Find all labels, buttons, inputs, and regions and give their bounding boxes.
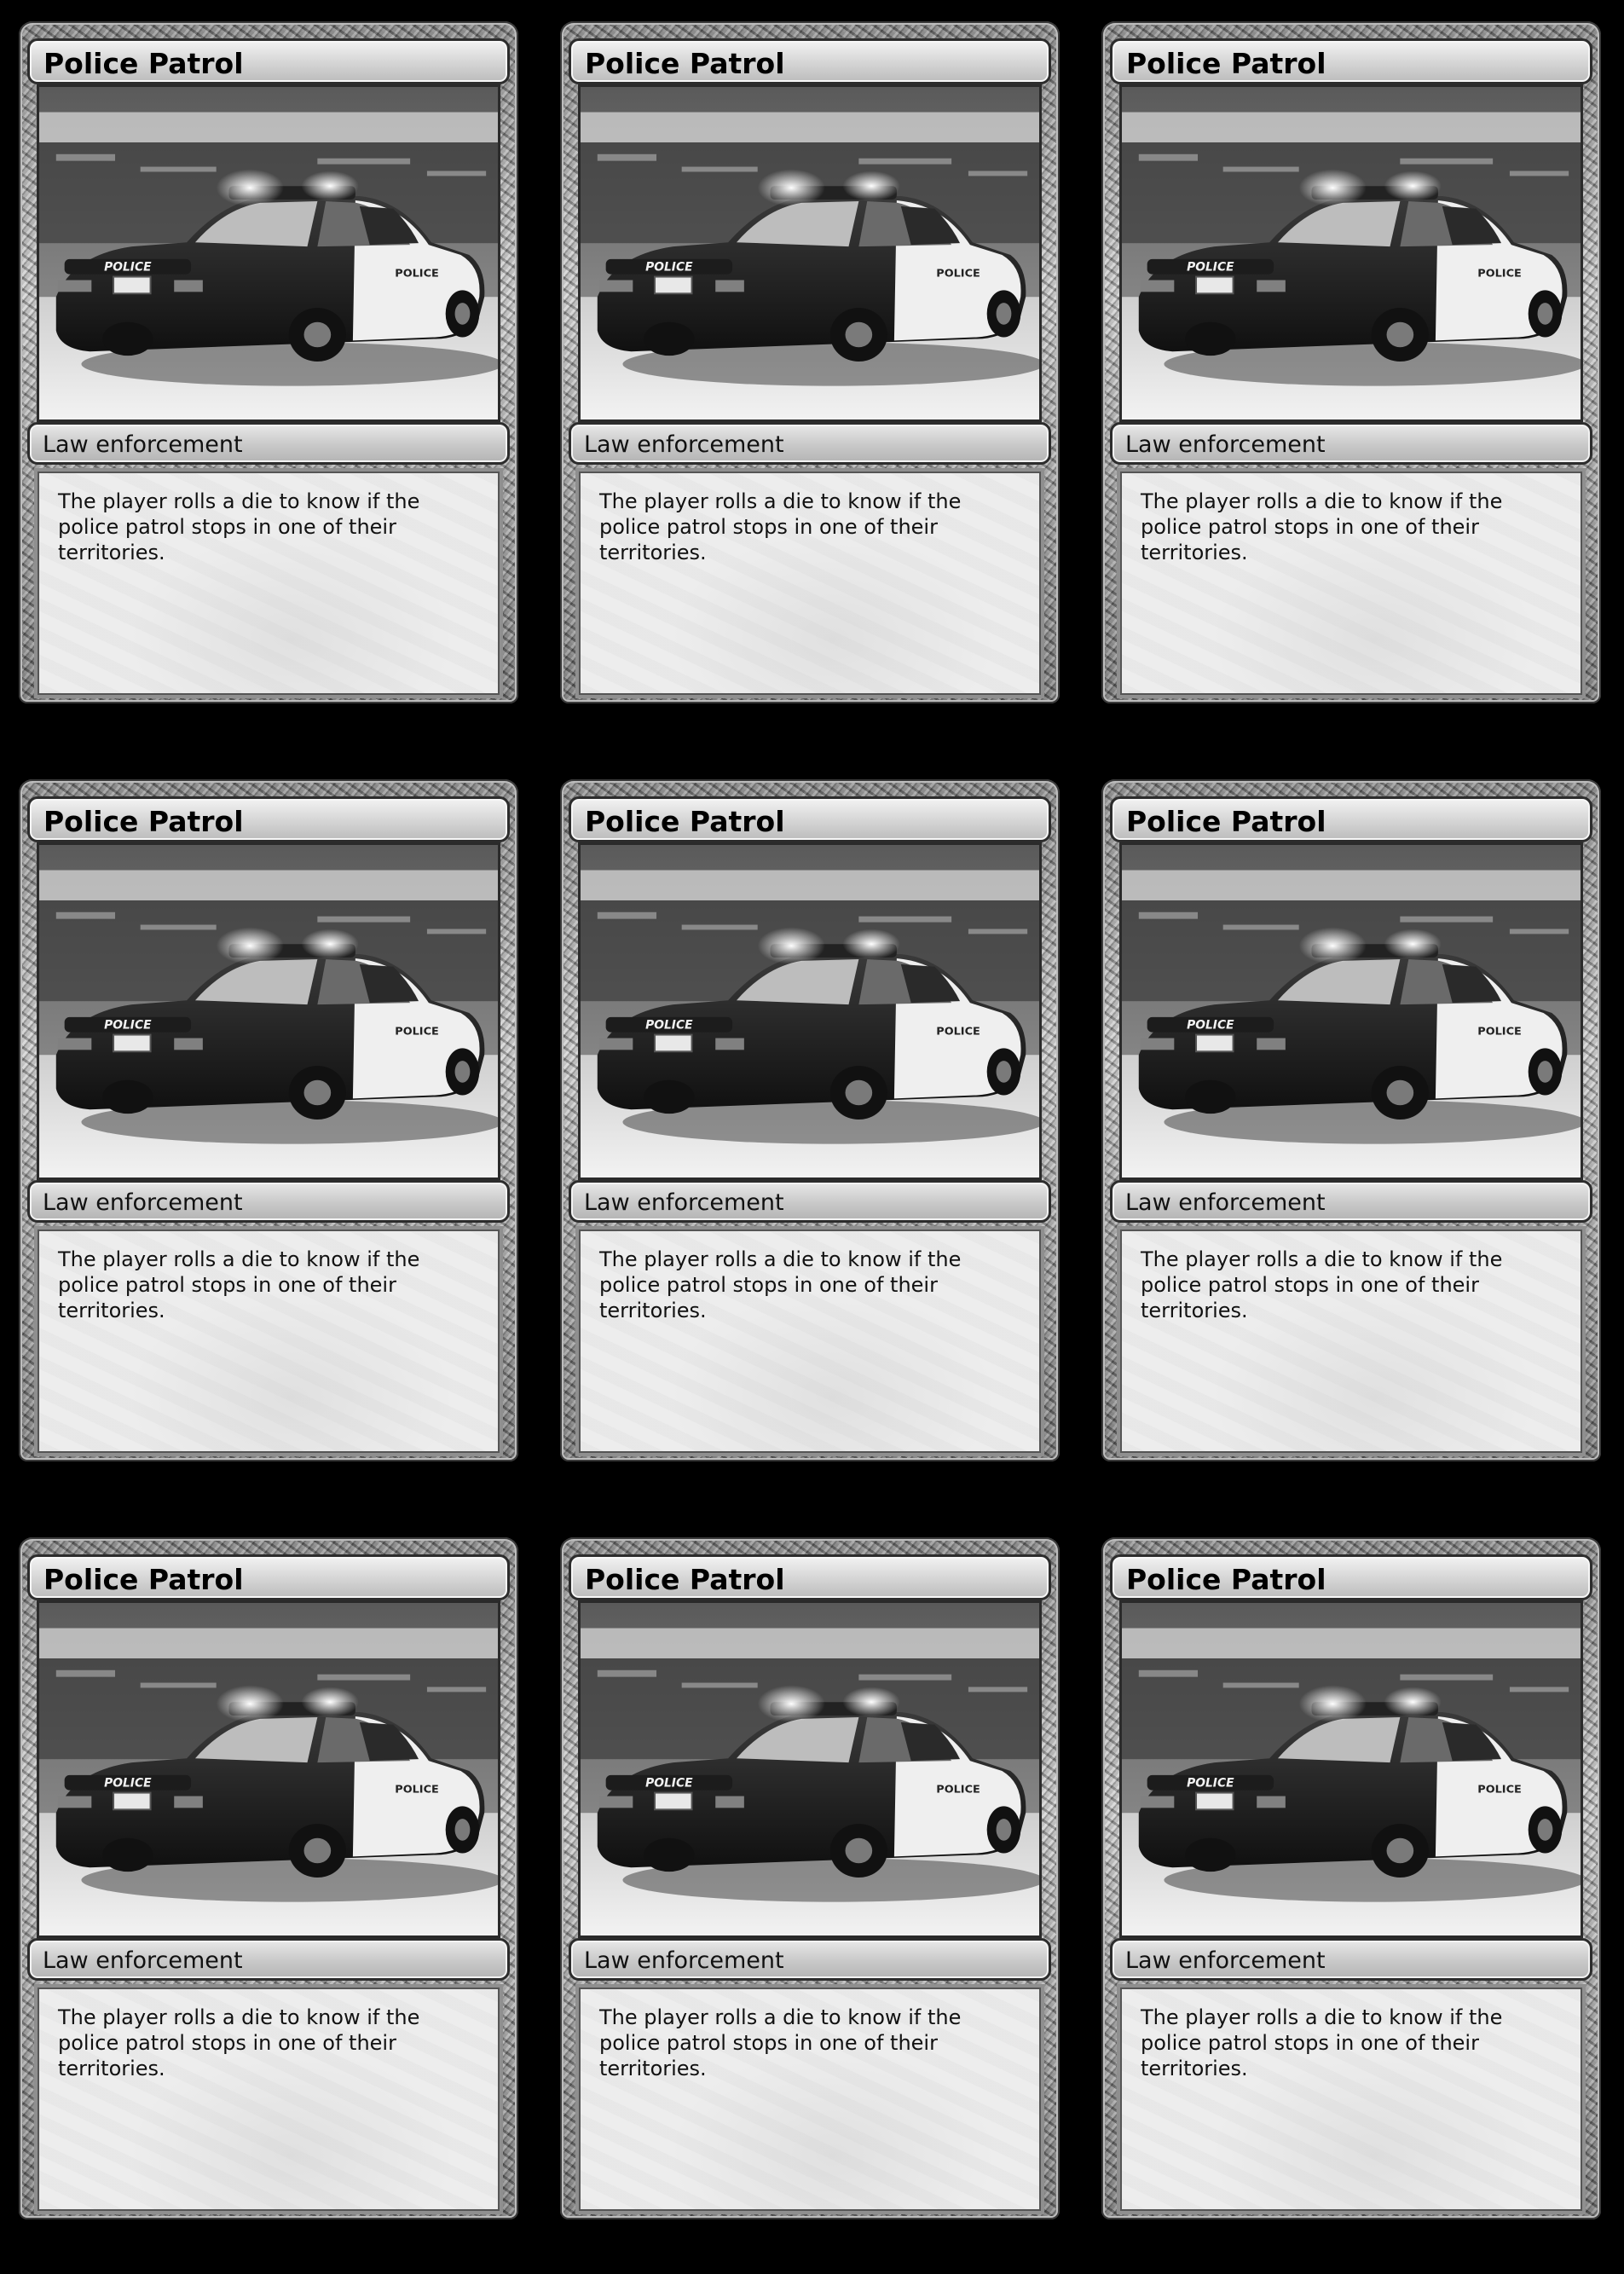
card-rules-text: The player rolls a die to know if the po… (58, 2005, 420, 2080)
card-title-bar: Police Patrol (569, 796, 1051, 842)
police-car-illustration: POLICE POLICE (37, 842, 500, 1180)
svg-text:POLICE: POLICE (1187, 261, 1234, 275)
card-rules-text: The player rolls a die to know if the po… (58, 1247, 420, 1322)
card-rules-text: The player rolls a die to know if the po… (1141, 1247, 1503, 1322)
svg-text:POLICE: POLICE (1187, 1777, 1234, 1791)
card-title: Police Patrol (1126, 805, 1326, 838)
card-type-line: Law enforcement (43, 1189, 243, 1216)
card-rules-text: The player rolls a die to know if the po… (599, 1247, 962, 1322)
card-type-line: Law enforcement (43, 431, 243, 458)
svg-text:POLICE: POLICE (1477, 1784, 1521, 1797)
card-title-bar: Police Patrol (27, 38, 510, 84)
police-car-illustration: POLICE POLICE (578, 84, 1042, 422)
svg-text:POLICE: POLICE (395, 1026, 438, 1039)
card-title: Police Patrol (43, 1563, 244, 1596)
card-text-box: The player rolls a die to know if the po… (34, 468, 503, 698)
card-rules-text: The player rolls a die to know if the po… (1141, 489, 1503, 564)
police-car-illustration: POLICE POLICE (1119, 1600, 1583, 1938)
card-type-bar: Law enforcement (27, 1180, 510, 1223)
police-car-illustration: POLICE POLICE (1119, 842, 1583, 1180)
card-type-bar: Law enforcement (569, 422, 1051, 465)
card-title-bar: Police Patrol (27, 796, 510, 842)
card-text-box: The player rolls a die to know if the po… (575, 1226, 1044, 1456)
card-type-bar: Law enforcement (1110, 422, 1592, 465)
card-title-bar: Police Patrol (1110, 796, 1592, 842)
svg-text:POLICE: POLICE (936, 1784, 980, 1797)
svg-text:POLICE: POLICE (104, 261, 152, 275)
card-type-bar: Law enforcement (1110, 1180, 1592, 1223)
svg-text:POLICE: POLICE (1477, 1026, 1521, 1039)
card-title: Police Patrol (585, 1563, 785, 1596)
police-car-illustration: POLICE POLICE (578, 1600, 1042, 1938)
card[interactable]: Police Patrol POLICE POLICE Law enforceme… (1101, 1537, 1601, 2219)
card-type-line: Law enforcement (584, 1947, 784, 1974)
svg-text:POLICE: POLICE (395, 268, 438, 281)
card[interactable]: Police Patrol POLICE POLICE Law enforceme… (560, 21, 1060, 703)
card-text-box: The player rolls a die to know if the po… (1117, 468, 1586, 698)
svg-text:POLICE: POLICE (104, 1019, 152, 1033)
card[interactable]: Police Patrol POLICE POLICE Law enforceme… (560, 1537, 1060, 2219)
police-car-illustration: POLICE POLICE (578, 842, 1042, 1180)
card-title-bar: Police Patrol (1110, 38, 1592, 84)
card-text-box: The player rolls a die to know if the po… (34, 1984, 503, 2214)
card-title: Police Patrol (1126, 47, 1326, 80)
police-car-illustration: POLICE POLICE (37, 84, 500, 422)
card-type-line: Law enforcement (43, 1947, 243, 1974)
card-rules-text: The player rolls a die to know if the po… (599, 489, 962, 564)
card-text-box: The player rolls a die to know if the po… (1117, 1226, 1586, 1456)
card-text-box: The player rolls a die to know if the po… (575, 468, 1044, 698)
svg-text:POLICE: POLICE (1477, 268, 1521, 281)
police-car-illustration: POLICE POLICE (37, 1600, 500, 1938)
card-type-bar: Law enforcement (27, 422, 510, 465)
card[interactable]: Police Patrol POLICE POLICE Law enforceme… (19, 1537, 518, 2219)
card-title-bar: Police Patrol (569, 38, 1051, 84)
card[interactable]: Police Patrol POLICE POLICE Law enforceme… (19, 779, 518, 1461)
card-type-line: Law enforcement (1125, 1947, 1326, 1974)
svg-text:POLICE: POLICE (645, 261, 693, 275)
card-type-line: Law enforcement (584, 1189, 784, 1216)
card[interactable]: Police Patrol POLICE POLICE Law enforceme… (1101, 21, 1601, 703)
police-car-illustration: POLICE POLICE (1119, 84, 1583, 422)
card[interactable]: Police Patrol POLICE POLICE Law enforceme… (1101, 779, 1601, 1461)
card-title: Police Patrol (585, 47, 785, 80)
card-type-bar: Law enforcement (569, 1938, 1051, 1981)
card-text-box: The player rolls a die to know if the po… (34, 1226, 503, 1456)
card-title: Police Patrol (1126, 1563, 1326, 1596)
card[interactable]: Police Patrol POLICE POLICE Law enforceme… (560, 779, 1060, 1461)
card-title: Police Patrol (585, 805, 785, 838)
svg-text:POLICE: POLICE (1187, 1019, 1234, 1033)
svg-text:POLICE: POLICE (645, 1777, 693, 1791)
card-rules-text: The player rolls a die to know if the po… (599, 2005, 962, 2080)
card-text-box: The player rolls a die to know if the po… (1117, 1984, 1586, 2214)
svg-text:POLICE: POLICE (645, 1019, 693, 1033)
card-rules-text: The player rolls a die to know if the po… (58, 489, 420, 564)
svg-text:POLICE: POLICE (936, 268, 980, 281)
card[interactable]: Police Patrol POLICE POLICE Law enforceme… (19, 21, 518, 703)
card-type-bar: Law enforcement (1110, 1938, 1592, 1981)
card-type-bar: Law enforcement (569, 1180, 1051, 1223)
svg-text:POLICE: POLICE (936, 1026, 980, 1039)
svg-text:POLICE: POLICE (395, 1784, 438, 1797)
svg-text:POLICE: POLICE (104, 1777, 152, 1791)
card-title: Police Patrol (43, 805, 244, 838)
card-type-line: Law enforcement (1125, 1189, 1326, 1216)
card-title-bar: Police Patrol (1110, 1554, 1592, 1600)
card-text-box: The player rolls a die to know if the po… (575, 1984, 1044, 2214)
card-title: Police Patrol (43, 47, 244, 80)
card-type-line: Law enforcement (584, 431, 784, 458)
card-type-bar: Law enforcement (27, 1938, 510, 1981)
card-title-bar: Police Patrol (569, 1554, 1051, 1600)
card-type-line: Law enforcement (1125, 431, 1326, 458)
card-rules-text: The player rolls a die to know if the po… (1141, 2005, 1503, 2080)
card-title-bar: Police Patrol (27, 1554, 510, 1600)
